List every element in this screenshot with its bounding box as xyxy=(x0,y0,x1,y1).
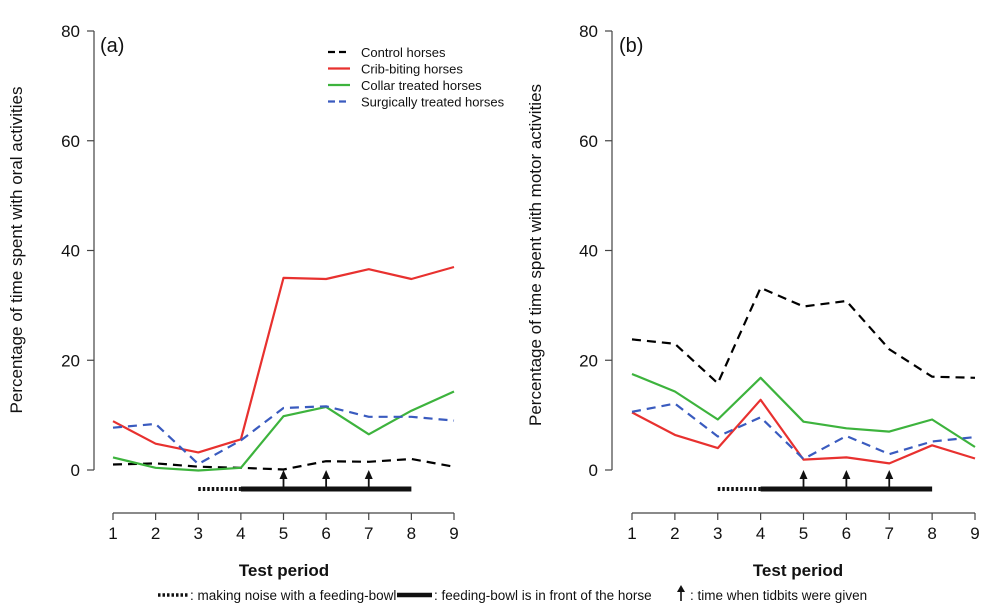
feeding-key-text: : feeding-bowl is in front of the horse xyxy=(434,588,652,603)
tidbit-arrow-icon xyxy=(885,470,894,487)
footer-key: : making noise with a feeding-bowl : fee… xyxy=(158,585,867,603)
series-line-surgically-treated-horses xyxy=(631,402,976,461)
y-axis-label: Percentage of time spent with oral activ… xyxy=(7,87,26,414)
tidbit-arrow-icon xyxy=(842,470,851,487)
x-tick-label: 9 xyxy=(449,524,458,543)
y-tick-label: 60 xyxy=(61,132,80,151)
tidbit-arrow-head xyxy=(885,470,894,479)
tidbit-arrow-head xyxy=(322,470,331,479)
noise-key-text: : making noise with a feeding-bowl xyxy=(190,588,396,603)
y-tick-label: 40 xyxy=(61,242,80,261)
tidbit-arrow-icon xyxy=(322,470,331,487)
tidbit-arrow-head xyxy=(799,470,808,479)
tidbit-key-text: : time when tidbits were given xyxy=(690,588,867,603)
x-tick-label: 1 xyxy=(108,524,117,543)
tidbit-arrow-head xyxy=(364,470,373,479)
legend-label: Crib-biting horses xyxy=(361,62,463,77)
legend-label: Collar treated horses xyxy=(361,78,482,93)
series-line-crib-biting-horses xyxy=(631,398,976,465)
x-tick-label: 5 xyxy=(799,524,808,543)
x-tick-label: 5 xyxy=(279,524,288,543)
y-axis-label: Percentage of time spent with motor acti… xyxy=(526,84,545,426)
x-tick-label: 3 xyxy=(713,524,722,543)
tidbit-arrow-head xyxy=(279,470,288,479)
y-tick-label: 40 xyxy=(579,242,598,261)
x-tick-label: 8 xyxy=(927,524,936,543)
x-tick-label: 2 xyxy=(151,524,160,543)
x-tick-label: 4 xyxy=(236,524,245,543)
y-tick-label: 0 xyxy=(71,461,80,480)
y-tick-label: 60 xyxy=(579,132,598,151)
x-tick-label: 9 xyxy=(970,524,979,543)
x-tick-label: 8 xyxy=(407,524,416,543)
y-tick-label: 20 xyxy=(61,351,80,370)
tidbit-arrow-head xyxy=(842,470,851,479)
x-tick-label: 2 xyxy=(670,524,679,543)
series-line-control-horses xyxy=(112,457,455,471)
x-tick-label: 6 xyxy=(321,524,330,543)
x-axis-label: Test period xyxy=(239,561,329,580)
panel-label: (a) xyxy=(100,35,124,57)
series-line-crib-biting-horses xyxy=(112,265,455,454)
panel-a: 0 20 40 60 80 1 2 3 4 5 6 7 8 9 Test period Percentage … xyxy=(7,22,459,580)
series-line-collar-treated-horses xyxy=(631,372,976,448)
legend-label: Control horses xyxy=(361,45,446,60)
x-tick-label: 6 xyxy=(842,524,851,543)
tidbit-arrow-icon xyxy=(364,470,373,487)
legend-label: Surgically treated horses xyxy=(361,95,505,110)
x-tick-label: 4 xyxy=(756,524,765,543)
tidbit-key-arrow-icon xyxy=(677,585,685,601)
series-line-control-horses xyxy=(631,286,976,385)
panel-label: (b) xyxy=(619,35,643,57)
tidbit-arrow-icon xyxy=(279,470,288,487)
x-tick-label: 7 xyxy=(885,524,894,543)
series-line-surgically-treated-horses xyxy=(112,405,455,466)
y-tick-label: 80 xyxy=(579,22,598,41)
panel-b: 0 20 40 60 80 1 2 3 4 5 6 7 8 9 Test period Percentage … xyxy=(526,22,980,580)
x-tick-label: 7 xyxy=(364,524,373,543)
y-tick-label: 20 xyxy=(579,351,598,370)
tidbit-arrow-icon xyxy=(799,470,808,487)
series-line-collar-treated-horses xyxy=(112,390,455,472)
x-tick-label: 1 xyxy=(627,524,636,543)
x-axis-label: Test period xyxy=(753,561,843,580)
y-tick-label: 80 xyxy=(61,22,80,41)
y-tick-label: 0 xyxy=(589,461,598,480)
x-tick-label: 3 xyxy=(194,524,203,543)
